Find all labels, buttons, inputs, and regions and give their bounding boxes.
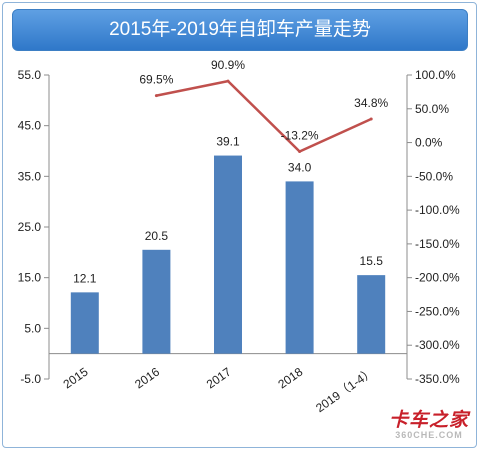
y-left-tick-label: 15.0 [18, 271, 42, 285]
growth-rate-point [298, 149, 302, 153]
y-left-tick-label: -5.0 [20, 372, 41, 386]
y-right-tick-label: -100.0% [415, 203, 460, 217]
y-left-tick-label: 35.0 [18, 169, 42, 183]
y-right-tick-label: -50.0% [415, 169, 453, 183]
y-left-tick-label: 5.0 [24, 321, 41, 335]
bar-2017 [214, 155, 242, 354]
y-right-tick-label: -200.0% [415, 271, 460, 285]
y-left-tick-label: 55.0 [18, 68, 42, 82]
y-right-tick-label: 100.0% [415, 68, 456, 82]
y-left-tick-label: 25.0 [18, 220, 42, 234]
growth-rate-point [154, 94, 158, 98]
bar-value-label: 39.1 [216, 135, 240, 149]
bar-value-label: 15.5 [360, 254, 384, 268]
y-right-tick-label: -300.0% [415, 338, 460, 352]
bar-value-label: 20.5 [145, 229, 169, 243]
watermark-main-text: 卡车之家 [389, 410, 470, 431]
bar-value-label: 34.0 [288, 160, 312, 174]
chart-title: 2015年-2019年自卸车产量走势 [12, 9, 468, 51]
watermark-logo: 卡车之家 360CHE.COM [389, 411, 469, 440]
watermark-sub-text: 360CHE.COM [395, 430, 463, 440]
bar-2018 [285, 181, 314, 354]
x-tick-label: 2019（1-4） [313, 365, 377, 415]
growth-rate-point [369, 117, 373, 121]
growth-rate-label: 34.8% [354, 96, 388, 110]
growth-rate-point [226, 79, 230, 83]
bar-2016 [142, 249, 171, 354]
x-tick-label: 2017 [204, 364, 234, 391]
bar-2015 [70, 292, 99, 354]
y-right-tick-label: -350.0% [415, 372, 460, 386]
y-right-tick-label: -250.0% [415, 304, 460, 318]
growth-rate-label: 69.5% [139, 73, 173, 87]
growth-rate-label: 90.9% [211, 58, 245, 72]
y-right-tick-label: 0.0% [415, 136, 443, 150]
y-left-tick-label: 45.0 [18, 119, 42, 133]
x-tick-label: 2018 [275, 364, 305, 391]
growth-rate-line [156, 79, 372, 153]
x-tick-label: 2016 [132, 364, 162, 391]
bar-value-label: 12.1 [73, 271, 97, 285]
x-tick-label: 2015 [61, 364, 91, 391]
bar-201914 [357, 275, 386, 354]
y-right-tick-label: -150.0% [415, 237, 460, 251]
chart-frame [2, 2, 477, 448]
y-right-tick-label: 50.0% [415, 102, 449, 116]
growth-rate-label: -13.2% [281, 128, 319, 142]
